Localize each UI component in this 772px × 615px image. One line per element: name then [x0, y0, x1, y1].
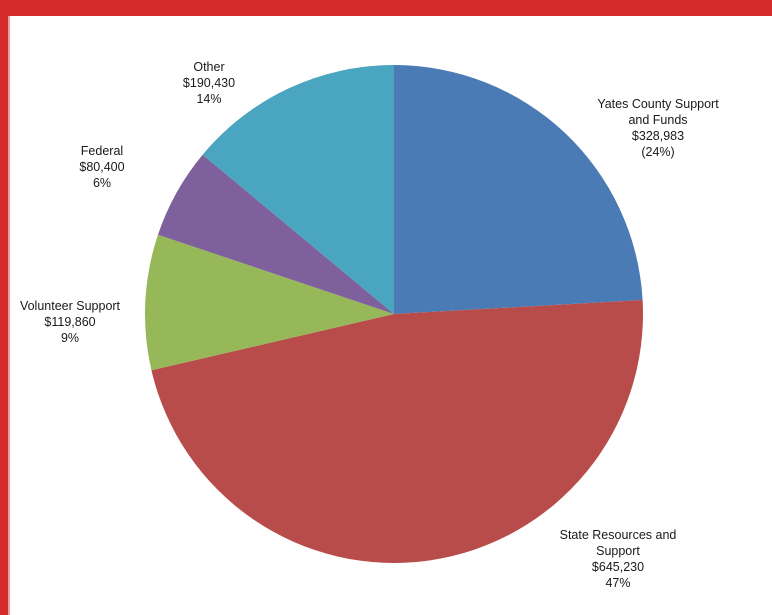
- slice-label-line: 6%: [93, 176, 111, 190]
- pie-slices: [145, 65, 643, 563]
- slice-label-line: Support: [596, 544, 640, 558]
- slice-label-line: Other: [193, 60, 224, 74]
- slice-data-label: Yates County Support and Funds $328,983 (24…: [597, 97, 719, 159]
- pie-labels: Yates County Support and Funds $328,983 (24…: [20, 60, 719, 590]
- slice-label-line: $119,860: [44, 315, 95, 329]
- slice-label-line: Yates County Support: [597, 97, 719, 111]
- slice-data-label: State Resources and Support $645,230 47%: [560, 528, 677, 590]
- pie-slice: [151, 299, 643, 563]
- slice-label-line: and Funds: [628, 113, 687, 127]
- pie-slice: [145, 234, 394, 371]
- slice-data-label: Volunteer Support $119,860 9%: [20, 299, 121, 345]
- pie-slice: [394, 65, 643, 314]
- frame-inner-edge: [8, 16, 10, 615]
- slice-label-line: $80,400: [79, 160, 124, 174]
- slice-data-label: Federal $80,400 6%: [79, 144, 124, 190]
- pie-slice: [157, 154, 394, 314]
- slice-label-line: 47%: [605, 576, 630, 590]
- slice-data-label: Other $190,430 14%: [183, 60, 235, 106]
- slice-label-line: State Resources and: [560, 528, 677, 542]
- slice-label-line: 9%: [61, 331, 79, 345]
- slice-label-line: 14%: [196, 92, 221, 106]
- slice-label-line: (24%): [641, 145, 674, 159]
- slice-label-line: Volunteer Support: [20, 299, 121, 313]
- slice-label-line: Federal: [81, 144, 123, 158]
- slice-label-line: $190,430: [183, 76, 235, 90]
- slice-label-line: $328,983: [632, 129, 684, 143]
- pie-slice: [202, 65, 394, 314]
- slice-label-line: $645,230: [592, 560, 644, 574]
